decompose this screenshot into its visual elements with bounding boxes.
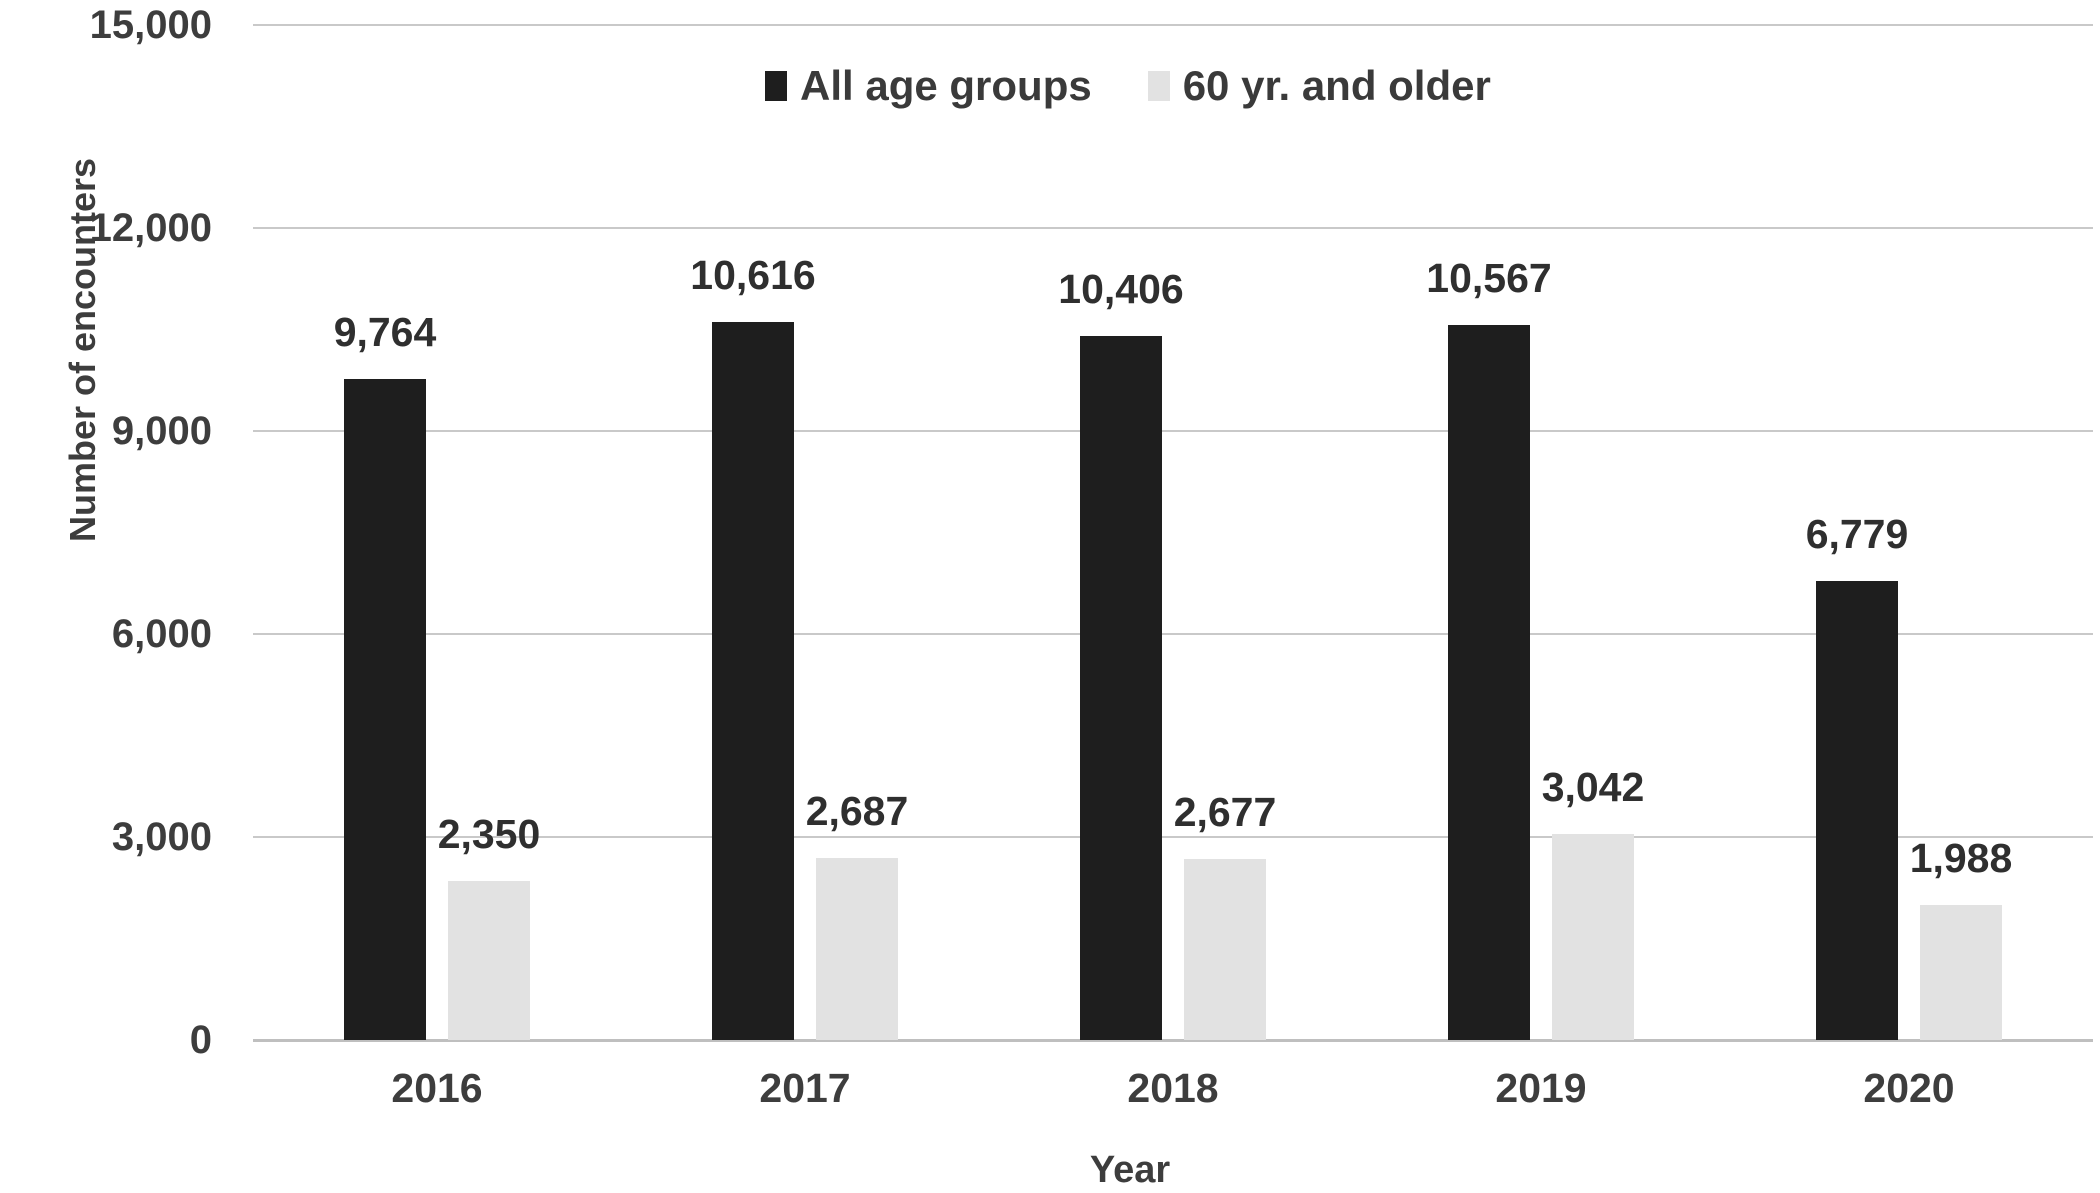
x-tick-label-2017: 2017 <box>759 1065 851 1111</box>
data-label-2020-60-and-older: 1,988 <box>1909 835 2013 881</box>
data-label-2017-60-and-older: 2,687 <box>805 788 909 834</box>
bar-2018-60-and-older <box>1184 859 1266 1040</box>
gridline-12000 <box>253 227 2093 229</box>
legend-item-60-and-older: 60 yr. and older <box>1147 62 1491 110</box>
data-label-2019-all-age-groups: 10,567 <box>1426 255 1552 301</box>
data-label-2018-all-age-groups: 10,406 <box>1058 266 1184 312</box>
bar-2016-60-and-older <box>448 881 530 1040</box>
legend-item-all-age-groups: All age groups <box>765 62 1092 110</box>
gridline-0 <box>253 1039 2093 1042</box>
x-axis-title: Year <box>1089 1149 1171 1191</box>
data-label-2017-all-age-groups: 10,616 <box>690 252 816 298</box>
y-tick-label-0: 0 <box>189 1018 212 1062</box>
y-tick-label-6000: 6,000 <box>111 612 212 656</box>
y-tick-label-9000: 9,000 <box>111 409 212 453</box>
gridline-15000 <box>253 24 2093 26</box>
legend-swatch-black-icon <box>765 71 787 101</box>
gridline-3000 <box>253 836 2093 838</box>
gridline-9000 <box>253 430 2093 432</box>
legend-label-all-age-groups: All age groups <box>800 62 1092 109</box>
x-tick-label-2020: 2020 <box>1863 1065 1955 1111</box>
data-label-2019-60-and-older: 3,042 <box>1541 764 1645 810</box>
x-tick-label-2016: 2016 <box>391 1065 483 1111</box>
bar-2017-60-and-older <box>816 858 898 1040</box>
x-tick-label-2018: 2018 <box>1127 1065 1219 1111</box>
legend: All age groups 60 yr. and older <box>765 62 1491 110</box>
gridline-6000 <box>253 633 2093 635</box>
bar-2019-60-and-older <box>1552 834 1634 1040</box>
data-label-2016-60-and-older: 2,350 <box>437 811 541 857</box>
bar-2019-all-age-groups <box>1448 325 1530 1040</box>
bar-2016-all-age-groups <box>344 379 426 1040</box>
legend-swatch-gray-icon <box>1147 71 1170 101</box>
data-label-2016-all-age-groups: 9,764 <box>333 309 437 355</box>
bar-2018-all-age-groups <box>1080 336 1162 1040</box>
data-label-2020-all-age-groups: 6,779 <box>1805 511 1909 557</box>
bar-2020-all-age-groups <box>1816 581 1898 1040</box>
y-tick-label-3000: 3,000 <box>111 815 212 859</box>
bar-2017-all-age-groups <box>712 322 794 1040</box>
x-tick-label-2019: 2019 <box>1495 1065 1587 1111</box>
y-tick-label-12000: 12,000 <box>89 206 212 250</box>
legend-label-60-and-older: 60 yr. and older <box>1182 62 1491 109</box>
bar-2020-60-and-older <box>1920 905 2002 1040</box>
data-label-2018-60-and-older: 2,677 <box>1173 789 1277 835</box>
y-tick-label-15000: 15,000 <box>89 3 212 47</box>
